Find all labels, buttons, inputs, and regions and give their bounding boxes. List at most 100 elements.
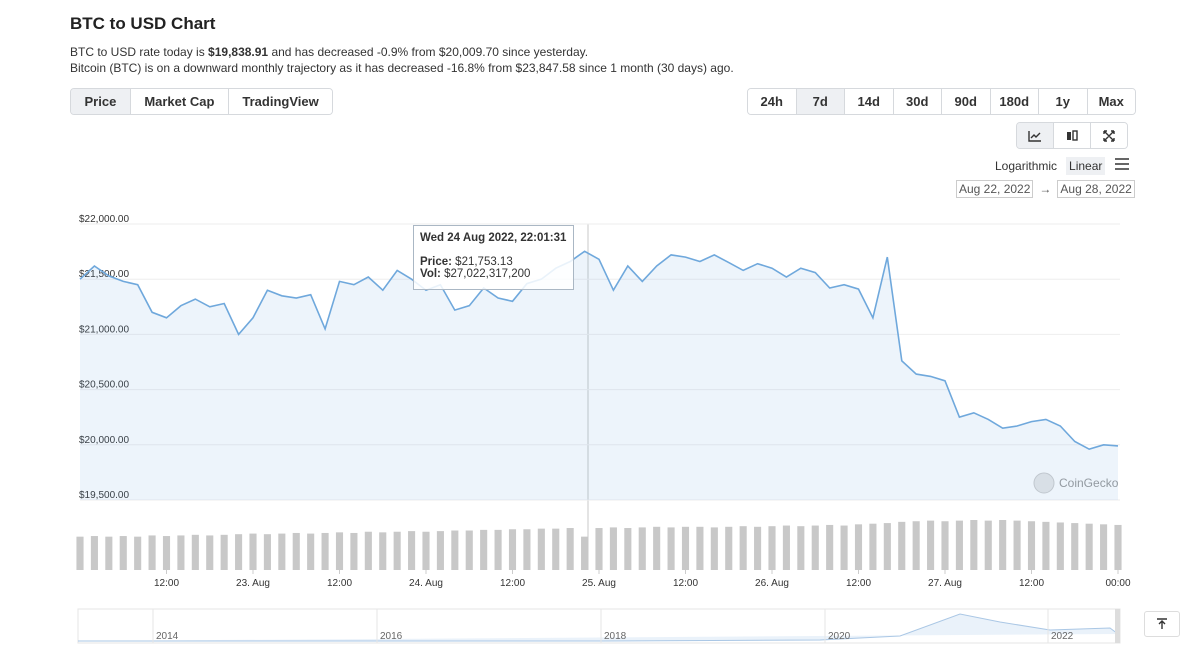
- scale-options: Logarithmic Linear: [992, 156, 1133, 175]
- title: BTC to USD Chart: [70, 14, 216, 33]
- arrow: →: [1039, 182, 1052, 196]
- range-button[interactable]: 24h: [748, 89, 797, 114]
- volume-bar: [696, 526, 704, 570]
- x-tick-label: 26. Aug: [755, 578, 789, 589]
- volume-bar: [1071, 523, 1079, 570]
- volume-bar: [927, 520, 935, 570]
- volume-bar: [76, 536, 84, 570]
- navigator-handle[interactable]: [1115, 609, 1120, 643]
- volume-bar: [912, 521, 920, 570]
- volume-bar: [90, 536, 98, 570]
- tooltip-title: Wed 24 Aug 2022, 22:01:31: [420, 232, 567, 244]
- tab[interactable]: TradingView: [228, 89, 333, 114]
- navigator-label: 2018: [604, 631, 627, 642]
- volume-bar: [552, 528, 560, 570]
- volume-bar: [782, 525, 790, 570]
- range-button[interactable]: Max: [1087, 89, 1135, 114]
- range-button[interactable]: 7d: [796, 89, 845, 114]
- navigator-label: 2016: [380, 631, 403, 642]
- x-tick-label: 24. Aug: [409, 578, 443, 589]
- navigator-label: 2020: [828, 631, 851, 642]
- volume-bar: [638, 527, 646, 570]
- volume-bar: [321, 532, 329, 570]
- volume-bar: [480, 529, 488, 570]
- y-tick-label: $20,000.00: [79, 435, 129, 446]
- volume-bar: [869, 523, 877, 570]
- volume-bar: [1085, 523, 1093, 570]
- volume-bar: [681, 526, 690, 570]
- tab[interactable]: Price: [71, 89, 131, 114]
- text: BTC to USD rate today is: [70, 45, 209, 59]
- volume-bar: [162, 536, 171, 570]
- volume-bar: [667, 527, 675, 570]
- icon: [1157, 618, 1167, 629]
- date-to[interactable]: Aug 28, 2022: [1057, 180, 1135, 198]
- x-tick-label: 12:00: [673, 578, 698, 589]
- scroll-top-button[interactable]: [1144, 611, 1180, 637]
- label: Price:: [420, 256, 452, 268]
- line-chart-button[interactable]: [1017, 123, 1054, 148]
- volume-bar: [725, 526, 733, 570]
- candle-chart-button[interactable]: [1054, 123, 1091, 148]
- chart-type: [1016, 122, 1128, 149]
- volume-bar: [105, 536, 113, 570]
- volume-bar: [220, 534, 228, 570]
- tooltip-row: Price: $21,753.13: [420, 256, 567, 268]
- navigator-label: 2022: [1051, 631, 1074, 642]
- scale-option[interactable]: Linear: [1066, 156, 1106, 175]
- volume-bar: [278, 533, 286, 570]
- range-button[interactable]: 180d: [990, 89, 1039, 114]
- volume-bar: [840, 525, 848, 570]
- volume-bar: [566, 528, 574, 570]
- area: [80, 251, 1118, 500]
- tab[interactable]: Market Cap: [130, 89, 229, 114]
- volume-bar: [811, 525, 819, 570]
- icon: [1028, 130, 1041, 142]
- volume-bar: [768, 526, 776, 570]
- volume-bar: [206, 535, 214, 570]
- volume-bar: [754, 526, 762, 570]
- x-tick-label: 23. Aug: [236, 578, 270, 589]
- scale-option[interactable]: Logarithmic: [995, 158, 1058, 173]
- volume-bar: [581, 536, 589, 570]
- volume-bar: [350, 532, 358, 570]
- volume-bar: [508, 529, 517, 570]
- range-button[interactable]: 30d: [893, 89, 942, 114]
- label: Vol:: [420, 268, 441, 280]
- date-from[interactable]: Aug 22, 2022: [956, 180, 1034, 198]
- volume-bar: [609, 527, 617, 570]
- ranges: 24h 7d 14d 30d 90d 180d 1y Max: [747, 88, 1136, 115]
- volume-bar: [955, 520, 963, 570]
- navigator-label: 2014: [156, 631, 179, 642]
- volume-bar: [1056, 522, 1064, 570]
- volume-bar: [883, 523, 891, 570]
- value: $27,022,317,200: [444, 268, 531, 280]
- x-tick-label: 12:00: [1019, 578, 1044, 589]
- volume-bar: [379, 532, 387, 570]
- fullscreen-button[interactable]: [1091, 123, 1127, 148]
- value: $21,753.13: [455, 256, 513, 268]
- volume-bar: [898, 521, 906, 570]
- volume-bar: [595, 528, 603, 570]
- range-button[interactable]: 1y: [1039, 89, 1088, 114]
- range-button[interactable]: 14d: [845, 89, 894, 114]
- volume-bar: [177, 535, 185, 570]
- volume-bar: [1114, 524, 1122, 570]
- tooltip: Wed 24 Aug 2022, 22:01:31 Price: $21,753…: [413, 225, 574, 290]
- volume-bar: [999, 520, 1007, 570]
- description: BTC to USD rate today is $19,838.91 and …: [70, 45, 588, 59]
- menu-button[interactable]: [1111, 156, 1133, 175]
- volume-bar: [307, 533, 315, 570]
- volume-bar: [119, 536, 127, 570]
- tooltip-row: Vol: $27,022,317,200: [420, 268, 567, 280]
- x-tick-label: 12:00: [327, 578, 352, 589]
- range-button[interactable]: 90d: [942, 89, 991, 114]
- volume-bar: [854, 524, 863, 570]
- volume-bar: [494, 529, 502, 570]
- volume-bar: [537, 528, 545, 570]
- text: Bitcoin (BTC) is on a downward monthly t…: [70, 61, 734, 75]
- volume-bar: [523, 529, 531, 570]
- x-tick-label: 00:00: [1105, 578, 1130, 589]
- plot: $19,500.00 $20,000.00 $20,500.00 $21,000.00…: [76, 214, 1131, 589]
- volume-bar: [134, 536, 142, 570]
